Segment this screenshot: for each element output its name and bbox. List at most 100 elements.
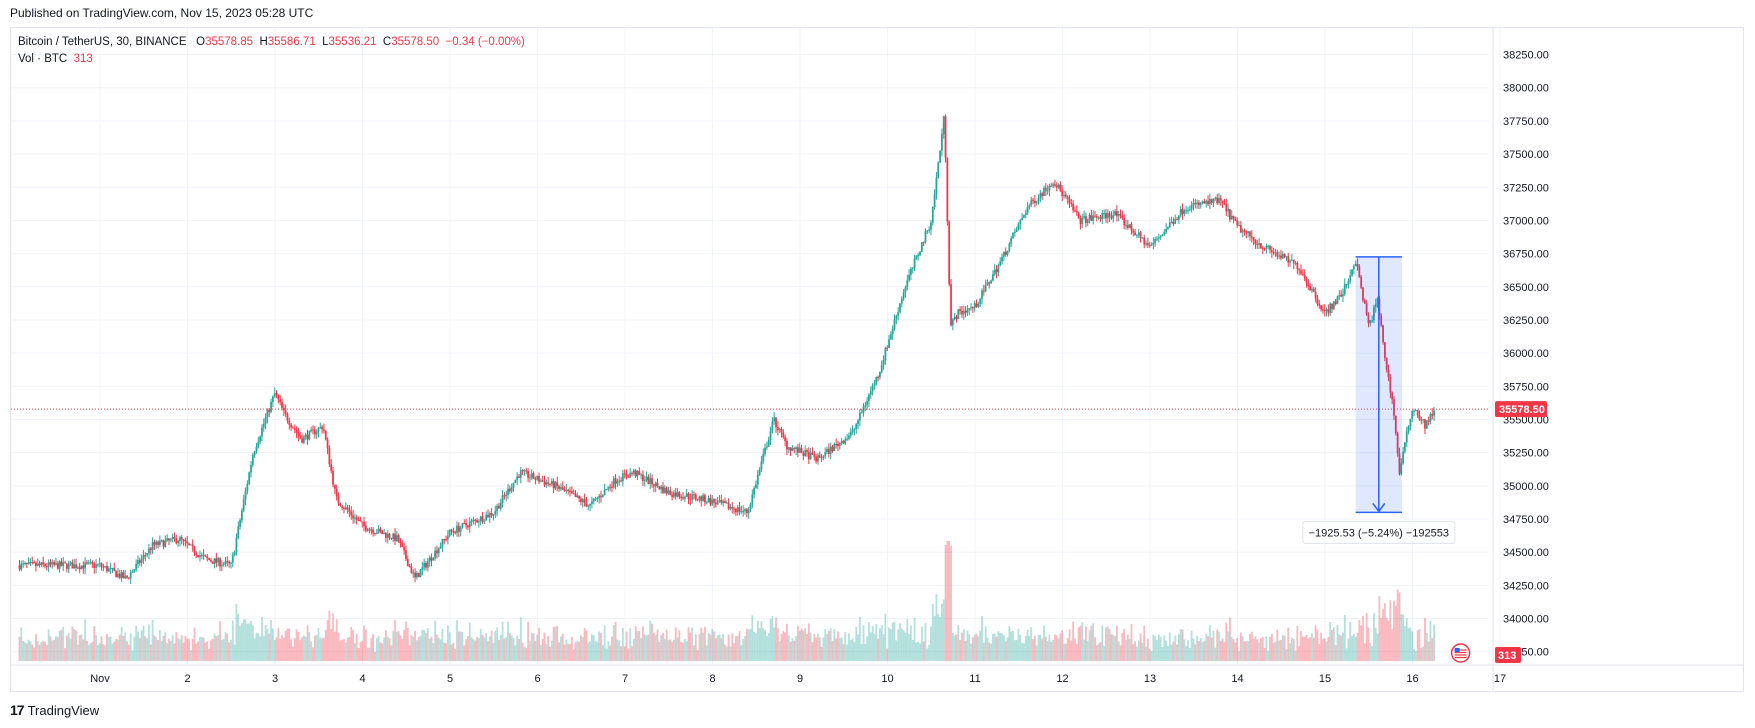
volume-bar	[1405, 618, 1408, 661]
candle-body	[838, 442, 841, 447]
price-chart[interactable]: Nov 2 3 4 5 6 7 8 9 10 11 12 13 14 15 16 1738250.0038000…	[11, 28, 1743, 691]
candle-body	[25, 562, 28, 564]
candle-body	[233, 551, 236, 556]
candle-body	[1139, 232, 1142, 238]
volume-bar	[707, 633, 710, 661]
volume-bar	[191, 638, 194, 661]
volume-bar	[477, 638, 480, 661]
volume-bar	[1006, 637, 1009, 661]
candle-body	[521, 470, 524, 472]
volume-bar	[731, 633, 734, 661]
volume-bar	[621, 627, 624, 661]
candle-body	[31, 562, 34, 564]
candle-body	[720, 500, 723, 503]
legend-volume-label[interactable]: Vol · BTC	[18, 53, 68, 65]
volume-bar	[419, 635, 422, 661]
candle-body	[117, 573, 119, 577]
candle-body	[310, 429, 313, 431]
candle-body	[1334, 301, 1337, 304]
candle-body	[541, 480, 544, 482]
volume-bar	[1108, 629, 1111, 661]
candle-body	[1208, 198, 1211, 205]
candle-body	[886, 347, 889, 349]
candle-body	[191, 544, 194, 546]
volume-bar	[525, 648, 528, 661]
candle-body	[423, 563, 426, 568]
volume-bar	[415, 640, 418, 661]
volume-bar	[1097, 643, 1100, 661]
volume-bar	[381, 643, 384, 661]
volume-bar	[1125, 639, 1127, 661]
candle-body	[735, 509, 737, 513]
candle-body	[955, 316, 958, 320]
volume-bar	[293, 638, 296, 661]
volume-bar	[1002, 634, 1005, 661]
volume-bar	[1325, 641, 1328, 661]
volume-bar	[1247, 640, 1250, 661]
candle-body	[1165, 229, 1168, 232]
candle-body	[321, 426, 324, 430]
volume-bar	[1046, 640, 1049, 661]
volume-bar	[250, 621, 252, 661]
volume-bar	[343, 639, 345, 661]
candle-body	[335, 488, 338, 497]
volume-bar	[388, 638, 391, 661]
candle-body	[251, 455, 254, 465]
volume-bar	[514, 645, 517, 661]
candle-body	[580, 498, 582, 503]
volume-bar	[1232, 639, 1235, 661]
candle-body	[1068, 199, 1071, 204]
volume-bar	[1383, 603, 1386, 661]
volume-bar	[275, 637, 278, 661]
candle-body	[35, 562, 37, 567]
candle-body	[126, 575, 128, 578]
candle-body	[871, 385, 874, 392]
volume-bar	[127, 644, 130, 661]
volume-bar	[1269, 636, 1271, 661]
candle-body	[414, 572, 416, 578]
volume-bar	[1276, 629, 1279, 661]
candle-body	[992, 274, 994, 281]
footer-brand[interactable]: 17 TradingView	[10, 702, 99, 718]
candle-body	[620, 480, 622, 482]
candle-body	[1230, 215, 1233, 220]
candle-body	[1188, 209, 1191, 211]
volume-bar	[1119, 645, 1122, 661]
candle-body	[1391, 392, 1394, 400]
candle-body	[780, 428, 783, 433]
candle-body	[1376, 298, 1379, 305]
volume-bar	[718, 634, 721, 661]
volume-bar	[704, 626, 706, 661]
volume-bar	[328, 610, 331, 661]
volume-bar	[335, 619, 338, 661]
volume-bar	[590, 634, 593, 661]
volume-bar	[1234, 642, 1237, 661]
last-price-badge[interactable]	[1495, 401, 1547, 418]
volume-bar	[545, 643, 548, 661]
volume-bar	[217, 635, 220, 661]
volume-bar	[87, 644, 90, 661]
candle-body	[1203, 201, 1206, 204]
volume-bar	[1351, 636, 1353, 661]
volume-bar	[1221, 638, 1224, 661]
volume-bar	[182, 642, 185, 661]
x-tick-label: 7	[622, 673, 628, 685]
candle-body	[817, 455, 819, 462]
candle-body	[359, 520, 362, 522]
candle-body	[758, 469, 761, 475]
candle-body	[651, 478, 653, 485]
legend-symbol[interactable]: Bitcoin / TetherUS, 30, BINANCE	[18, 36, 187, 48]
volume-bar	[880, 625, 883, 661]
last-volume-badge[interactable]	[1495, 647, 1521, 663]
volume-bar	[405, 621, 407, 661]
candle-body	[966, 310, 969, 313]
candle-body	[1414, 410, 1417, 412]
candle-body	[959, 309, 962, 311]
candle-body	[270, 401, 272, 412]
chart-frame[interactable]: Nov 2 3 4 5 6 7 8 9 10 11 12 13 14 15 16 17 38250.00 38000…	[10, 27, 1744, 692]
volume-bar	[1280, 639, 1282, 661]
volume-bar	[920, 626, 923, 661]
candle-body	[193, 545, 196, 554]
volume-bar	[871, 625, 874, 661]
volume-bar	[561, 633, 564, 661]
